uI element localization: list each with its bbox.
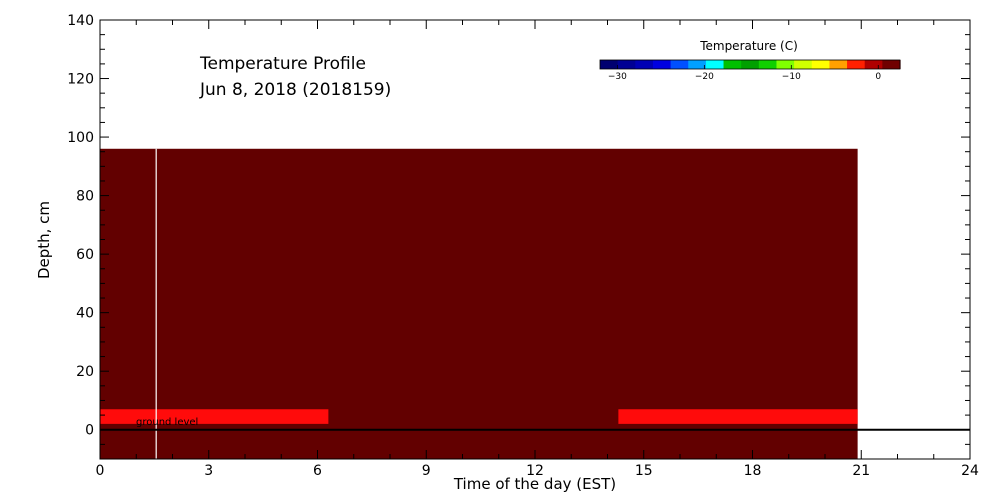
heatmap-field <box>100 148 858 460</box>
colorbar-swatch <box>882 60 901 69</box>
colorbar-swatch <box>794 60 813 69</box>
colorbar-swatch <box>829 60 848 69</box>
x-tick-label: 6 <box>313 463 322 479</box>
x-tick-label: 9 <box>422 463 431 479</box>
colorbar-swatch <box>635 60 654 69</box>
y-tick-label: 120 <box>67 72 94 88</box>
colorbar-tick-label: −10 <box>782 72 801 82</box>
y-tick-label: 100 <box>67 130 94 146</box>
y-tick-label: 140 <box>67 13 94 29</box>
x-tick-label: 21 <box>852 463 870 479</box>
heatmap-band-2 <box>618 409 858 424</box>
tick-marks <box>99 19 971 460</box>
colorbar-swatch <box>652 60 672 69</box>
colorbar-title: Temperature (C) <box>699 39 798 53</box>
y-tick-label: 60 <box>76 247 94 263</box>
colorbar-swatch <box>776 60 795 69</box>
x-axis-label: Time of the day (EST) <box>453 475 616 493</box>
chart-title-line1: Temperature Profile <box>199 54 366 74</box>
colorbar-swatch <box>847 60 866 69</box>
ground-level-label: ground level <box>136 417 198 428</box>
colorbar-swatch <box>617 60 636 69</box>
colorbar-swatch <box>864 60 883 69</box>
colorbar-swatch <box>670 60 689 69</box>
colorbar-swatch <box>705 60 725 69</box>
tick-labels: 0 3 6 9 12 15 18 21 24 0 20 40 60 80 100 120 140 <box>67 13 979 479</box>
y-tick-label: 80 <box>76 189 94 205</box>
colorbar-swatch <box>600 60 619 69</box>
x-tick-label: 3 <box>204 463 213 479</box>
heatmap-band-1 <box>100 409 329 424</box>
heatmap-cells <box>100 148 970 460</box>
y-tick-label: 0 <box>85 423 94 439</box>
y-axis-label: Depth, cm <box>35 201 53 279</box>
colorbar-tick-label: 0 <box>875 72 881 82</box>
colorbar-tick-label: −30 <box>608 72 627 82</box>
chart-title-line2: Jun 8, 2018 (2018159) <box>199 80 391 100</box>
colorbar-swatch <box>688 60 707 69</box>
x-tick-label: 15 <box>635 463 653 479</box>
colorbar-swatch <box>758 60 778 69</box>
colorbar-tick-label: −20 <box>695 72 714 82</box>
x-tick-label: 0 <box>96 463 105 479</box>
colorbar-swatch <box>723 60 742 69</box>
y-tick-label: 40 <box>76 306 94 322</box>
x-tick-label: 24 <box>961 463 979 479</box>
colorbar-swatch <box>811 60 831 69</box>
colorbar-frame <box>599 59 901 70</box>
x-tick-label: 12 <box>526 463 544 479</box>
x-tick-label: 18 <box>744 463 762 479</box>
colorbar: −30 −20 −10 0 <box>599 59 901 82</box>
colorbar-swatch <box>741 60 760 69</box>
y-tick-label: 20 <box>76 364 94 380</box>
